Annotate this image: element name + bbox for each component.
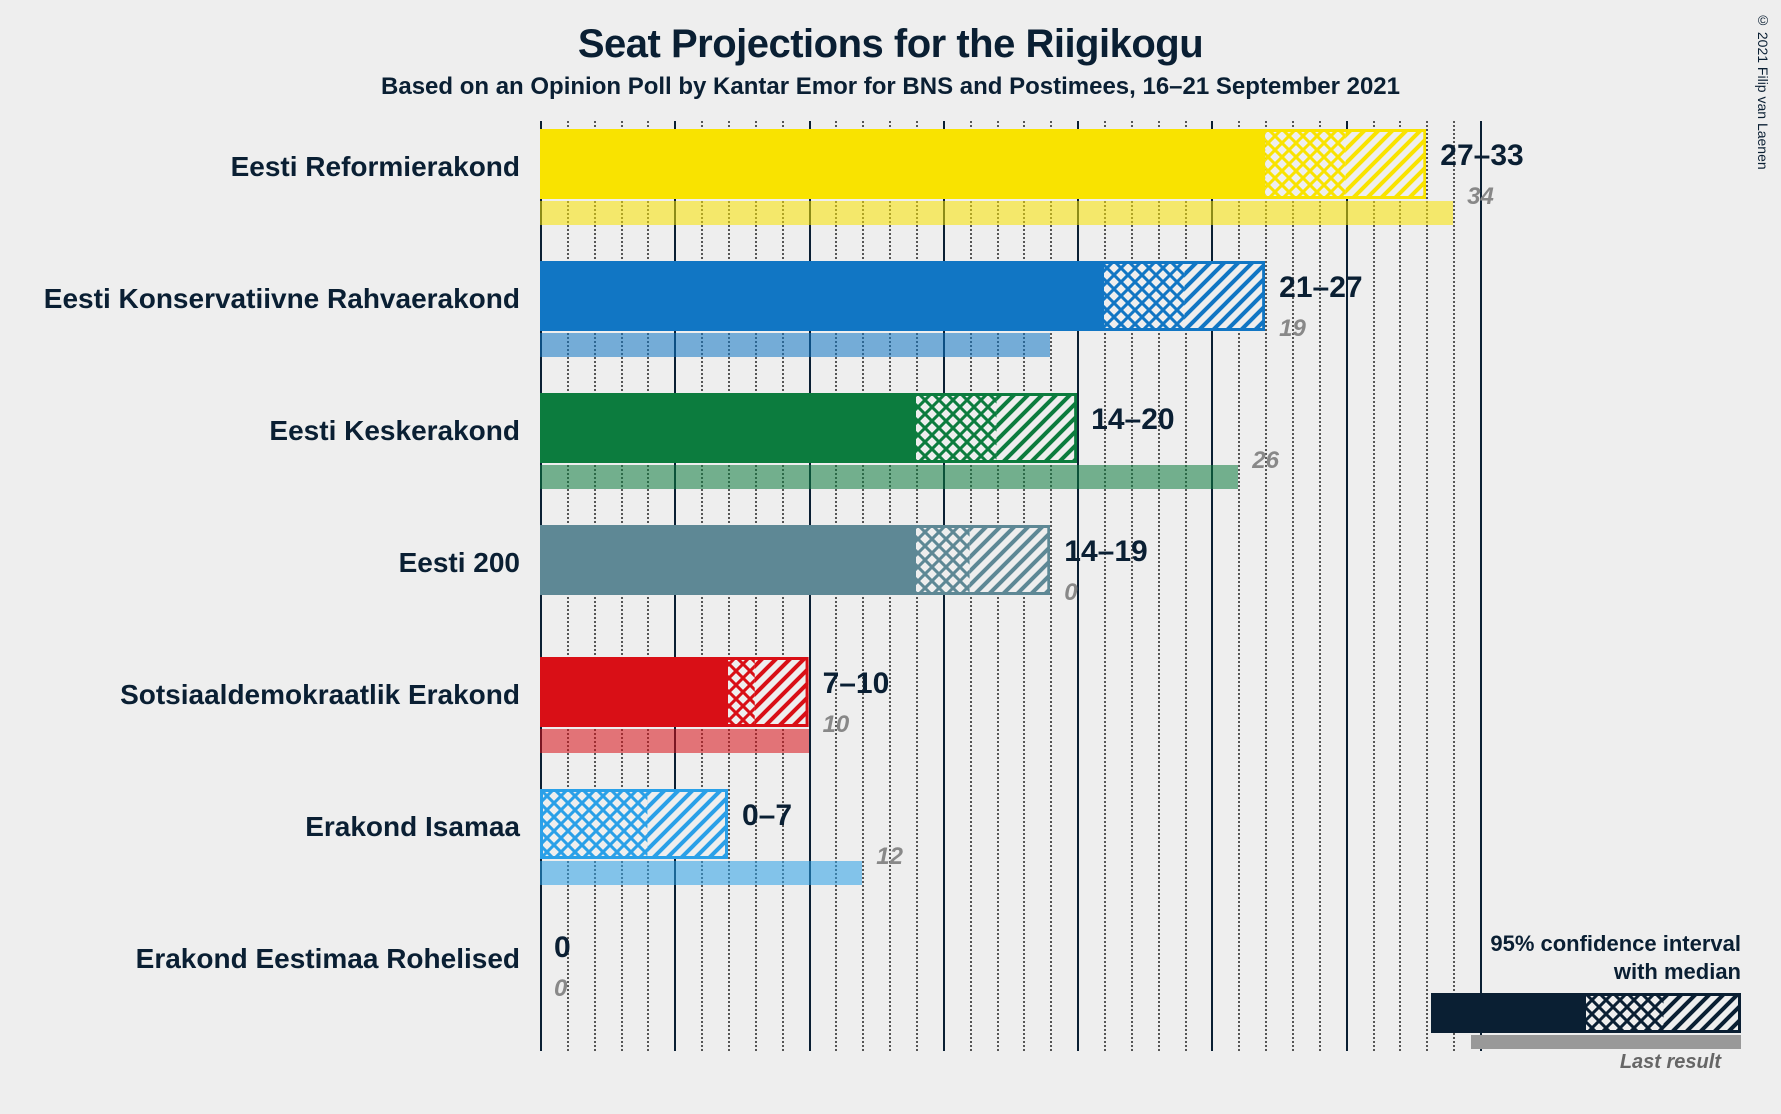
range-label: 7–10 <box>823 667 890 701</box>
last-result-bar <box>540 201 1453 225</box>
legend-line1: 95% confidence interval <box>1490 931 1741 956</box>
projection-bar <box>540 525 1050 595</box>
grid-major <box>1480 121 1482 1051</box>
party-row: Eesti Keskerakond14–2026 <box>540 385 1480 517</box>
last-result-label: 12 <box>876 843 903 871</box>
legend-bar <box>1431 993 1741 1033</box>
projection-bar <box>540 789 728 859</box>
last-result-bar <box>540 465 1238 489</box>
projection-bar <box>540 393 1077 463</box>
party-label: Sotsiaaldemokraatlik Erakond <box>20 679 540 711</box>
bar-rows: Eesti Reformierakond27–3334Eesti Konserv… <box>540 121 1480 1045</box>
party-label: Eesti Keskerakond <box>20 415 540 447</box>
last-result-label: 0 <box>554 975 567 1003</box>
last-result-label: 19 <box>1279 315 1306 343</box>
last-result-bar <box>540 333 1050 357</box>
last-result-label: 34 <box>1467 183 1494 211</box>
party-label: Eesti 200 <box>20 547 540 579</box>
range-label: 27–33 <box>1440 139 1523 173</box>
last-result-bar <box>540 729 809 753</box>
copyright-text: © 2021 Filip van Laenen <box>1755 12 1771 170</box>
range-label: 0 <box>554 931 571 965</box>
range-label: 0–7 <box>742 799 792 833</box>
last-result-label: 26 <box>1252 447 1279 475</box>
range-label: 14–19 <box>1064 535 1147 569</box>
legend-line2: with median <box>1614 959 1741 984</box>
party-row: Sotsiaaldemokraatlik Erakond7–1010 <box>540 649 1480 781</box>
legend-last-bar <box>1471 1035 1741 1049</box>
party-label: Erakond Isamaa <box>20 811 540 843</box>
last-result-label: 10 <box>823 711 850 739</box>
last-result-label: 0 <box>1064 579 1077 607</box>
legend: 95% confidence interval with median Last… <box>1381 930 1741 1074</box>
party-label: Erakond Eestimaa Rohelised <box>20 943 540 975</box>
projection-bar <box>540 657 809 727</box>
chart-area: Eesti Reformierakond27–3334Eesti Konserv… <box>540 121 1480 1051</box>
party-row: Eesti 20014–190 <box>540 517 1480 649</box>
chart-title: Seat Projections for the Riigikogu <box>0 0 1781 67</box>
party-label: Eesti Konservatiivne Rahvaerakond <box>20 283 540 315</box>
party-row: Eesti Konservatiivne Rahvaerakond21–2719 <box>540 253 1480 385</box>
range-label: 21–27 <box>1279 271 1362 305</box>
legend-last-label: Last result <box>1381 1051 1741 1074</box>
range-label: 14–20 <box>1091 403 1174 437</box>
last-result-bar <box>540 861 862 885</box>
party-row: Erakond Eestimaa Rohelised00 <box>540 913 1480 1045</box>
party-row: Eesti Reformierakond27–3334 <box>540 121 1480 253</box>
party-label: Eesti Reformierakond <box>20 151 540 183</box>
chart-subtitle: Based on an Opinion Poll by Kantar Emor … <box>0 67 1781 121</box>
legend-title: 95% confidence interval with median <box>1381 930 1741 985</box>
party-row: Erakond Isamaa0–712 <box>540 781 1480 913</box>
projection-bar <box>540 129 1426 199</box>
projection-bar <box>540 261 1265 331</box>
